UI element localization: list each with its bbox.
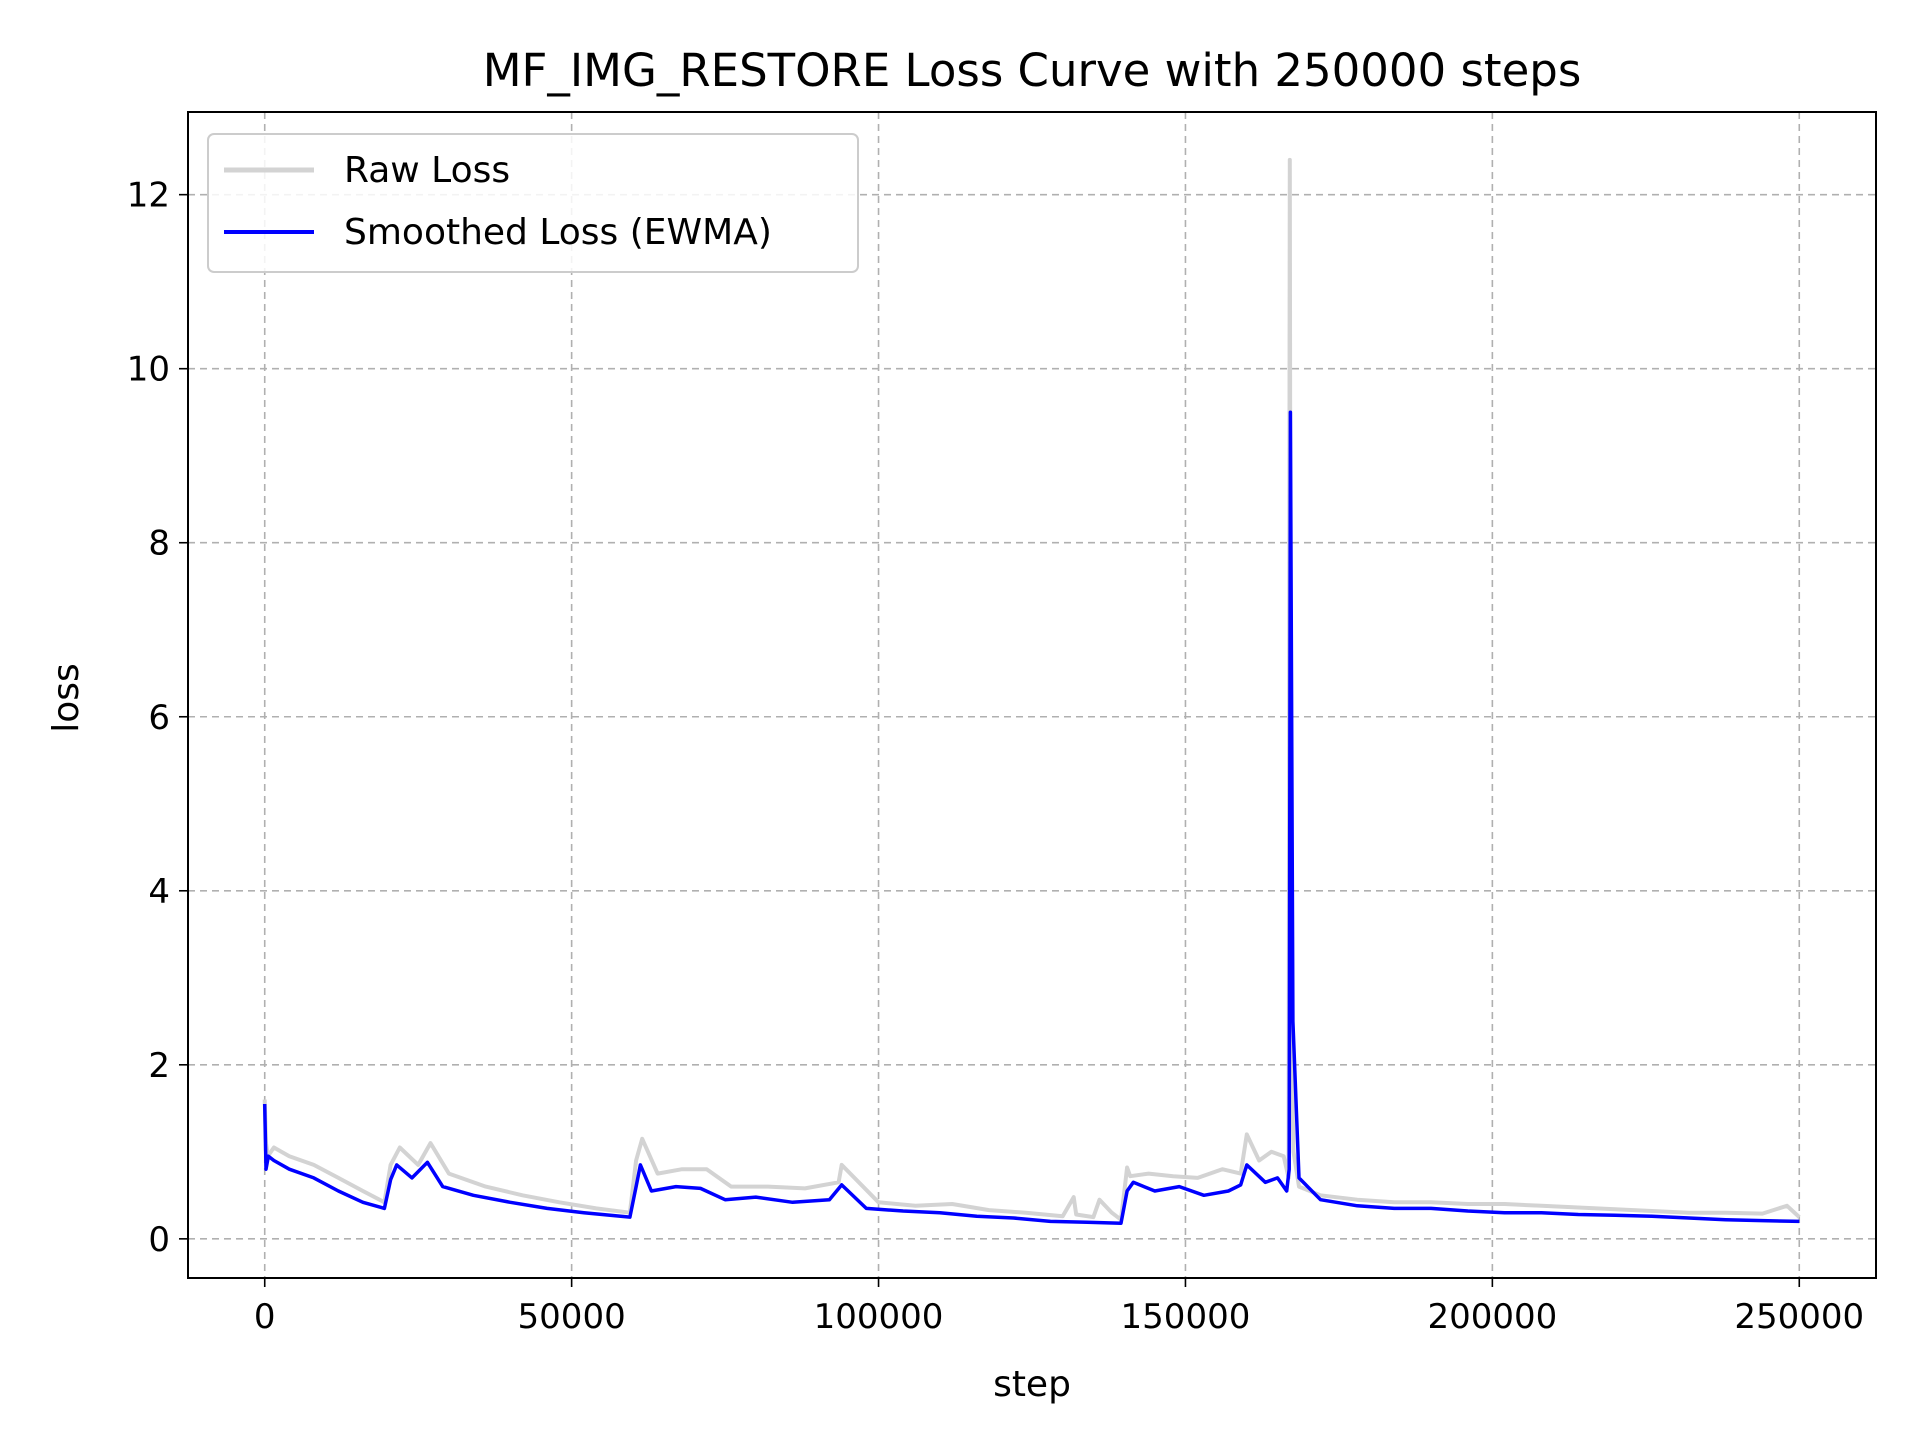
- x-tick-label: 200000: [1427, 1297, 1557, 1337]
- y-axis-label: loss: [46, 663, 87, 733]
- x-axis-label: step: [993, 1364, 1071, 1405]
- y-tick-label: 4: [148, 872, 170, 912]
- legend: Raw Loss Smoothed Loss (EWMA): [207, 133, 859, 273]
- y-tick-label: 6: [148, 698, 170, 738]
- x-tick-label: 150000: [1121, 1297, 1251, 1337]
- plot-series: [262, 157, 1801, 1225]
- legend-box: [207, 133, 859, 273]
- axis-ticks: 0 50000 100000 150000 200000 250000 0 2 4 6 8 10 12: [127, 176, 1864, 1337]
- y-tick-label: 10: [127, 350, 170, 390]
- chart-title: MF_IMG_RESTORE Loss Curve with 250000 st…: [483, 44, 1582, 97]
- x-tick-label: 250000: [1734, 1297, 1864, 1337]
- y-tick-label: 8: [148, 524, 170, 564]
- x-tick-label: 100000: [814, 1297, 944, 1337]
- raw-loss-line: [262, 157, 1801, 1222]
- x-tick-label: 50000: [518, 1297, 626, 1337]
- y-tick-label: 12: [127, 176, 170, 216]
- x-tick-label: 0: [254, 1297, 276, 1337]
- grid: [188, 112, 1876, 1278]
- legend-label-raw-loss: Raw Loss: [344, 150, 510, 191]
- y-tick-label: 0: [148, 1220, 170, 1260]
- y-tick-label: 2: [148, 1046, 170, 1086]
- smoothed-loss-line: [262, 410, 1800, 1225]
- legend-label-smoothed-loss: Smoothed Loss (EWMA): [344, 212, 772, 253]
- plot-frame: [187, 111, 1877, 1279]
